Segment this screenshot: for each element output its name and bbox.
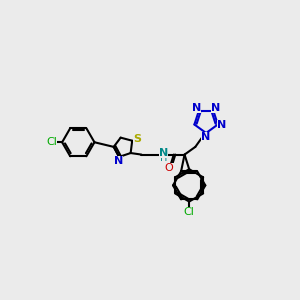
Text: N: N bbox=[159, 148, 168, 158]
Text: N: N bbox=[202, 132, 211, 142]
Text: N: N bbox=[192, 103, 201, 113]
Text: S: S bbox=[133, 134, 141, 144]
Text: Cl: Cl bbox=[46, 137, 57, 147]
Text: N: N bbox=[217, 119, 226, 130]
Text: Cl: Cl bbox=[184, 207, 195, 217]
Text: O: O bbox=[165, 164, 173, 173]
Text: N: N bbox=[211, 103, 220, 113]
Text: N: N bbox=[114, 156, 123, 166]
Text: H: H bbox=[160, 153, 167, 164]
